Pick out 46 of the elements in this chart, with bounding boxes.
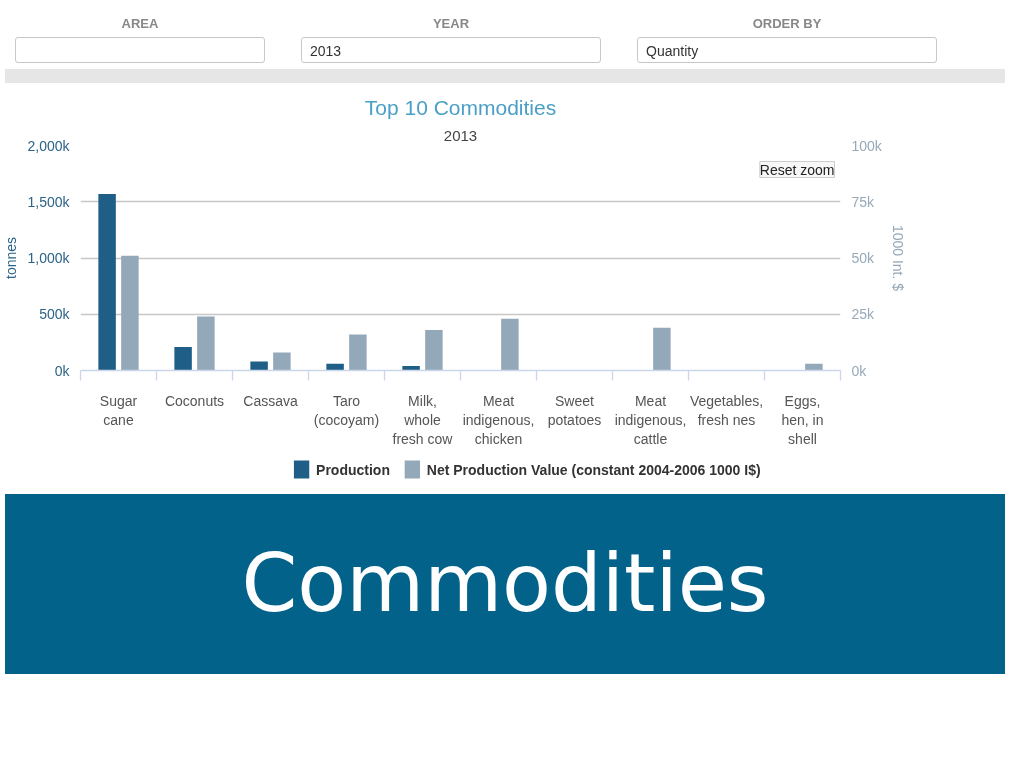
y2-tick-label: 0k (851, 362, 868, 379)
text: ORDER BY (752, 15, 822, 33)
x-tick-label: Sugar cane (99, 392, 138, 428)
x-tick-label: Milk, whole fresh cow (392, 392, 454, 447)
bar (402, 366, 420, 371)
x-tick-label: Cassava (243, 392, 298, 409)
x-tick-label: Eggs, hen, in shell (781, 392, 824, 447)
y-tick-label: 1,000k (27, 250, 71, 266)
y2-axis-title: 1000 Int. $ (889, 224, 906, 292)
y2-tick-label: 25k (851, 306, 876, 323)
bar (805, 363, 823, 371)
annotation: Reset zoom (759, 161, 835, 178)
y-tick-label: 1,500k (27, 193, 71, 210)
y-tick-label: 500k (39, 306, 71, 323)
picture-year-dropdown: 2013 (301, 37, 601, 63)
y-axis-title: tonnes (3, 236, 20, 280)
text: YEAR (432, 15, 470, 33)
y2-tick-label: 75k (851, 193, 876, 210)
bar (250, 361, 268, 371)
bar (501, 318, 519, 371)
legend-label: Net Production Value (constant 2004-2006 1000 I$) (426, 461, 761, 478)
bar (174, 346, 192, 371)
x-tick-label: Taro (cocoyam) (313, 392, 380, 428)
bar (653, 327, 671, 371)
text: Commodities (5, 494, 1005, 674)
y2-tick-label: 100k (851, 137, 883, 154)
legend-label: Production (316, 461, 390, 478)
x-tick-label: Coconuts (164, 392, 225, 409)
x-tick-label: Meat indigenous, chicken (462, 392, 535, 447)
bar (273, 352, 291, 371)
bar (121, 255, 139, 371)
chart-title: Top 10 Commodities (364, 95, 557, 119)
bar (326, 363, 344, 371)
picture-order-dropdown: Quantity (637, 37, 937, 63)
y2-tick-label: 50k (851, 250, 876, 266)
y-tick-label: 0k (54, 362, 71, 379)
chart-subtitle: 2013 (443, 126, 478, 144)
y-tick-label: 2,000k (27, 137, 71, 154)
bar (349, 334, 367, 371)
x-tick-label: Meat indigenous, cattle (614, 392, 687, 447)
x-tick-label: Sweet potatoes (547, 392, 602, 428)
bar (197, 316, 215, 371)
bar (425, 330, 443, 371)
x-tick-label: Vegetables, fresh nes (689, 392, 764, 428)
bar (98, 193, 116, 371)
text: AREA (121, 15, 159, 33)
